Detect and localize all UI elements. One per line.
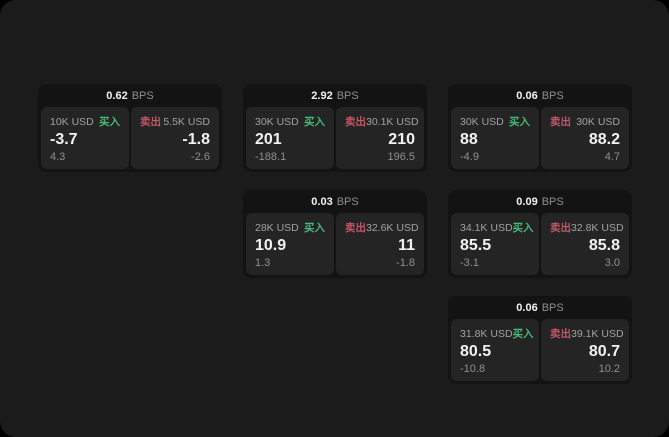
card-header: 0.06 BPS bbox=[448, 296, 632, 319]
buy-price: 80.5 bbox=[460, 343, 492, 361]
buy-panel[interactable]: 10K USD 买入 -3.7 4.3 bbox=[41, 107, 129, 169]
card-header: 0.62 BPS bbox=[38, 84, 222, 107]
sell-amount: 30.1K USD bbox=[366, 115, 419, 128]
sell-tag: 卖出 bbox=[140, 116, 161, 128]
buy-tag: 买入 bbox=[304, 116, 325, 128]
sell-delta: -2.6 bbox=[191, 151, 210, 163]
quote-card-1[interactable]: 0.62 BPS 10K USD 买入 -3.7 4.3 卖出 5.5K USD bbox=[38, 84, 222, 172]
bps-unit-label: BPS bbox=[336, 195, 359, 208]
quote-card-3[interactable]: 0.06 BPS 30K USD 买入 88 -4.9 卖出 30K USD bbox=[448, 84, 632, 172]
sell-price: 88.2 bbox=[588, 131, 620, 149]
bps-unit-label: BPS bbox=[541, 89, 564, 102]
sell-amount: 32.6K USD bbox=[366, 221, 419, 234]
sell-tag: 卖出 bbox=[550, 328, 571, 340]
buy-panel[interactable]: 34.1K USD 买入 85.5 -3.1 bbox=[451, 213, 539, 275]
buy-delta: -4.9 bbox=[460, 151, 479, 163]
buy-tag: 买入 bbox=[512, 222, 534, 234]
buy-amount: 10K USD bbox=[50, 115, 94, 128]
bps-value: 2.92 bbox=[311, 89, 333, 102]
buy-amount: 28K USD bbox=[255, 221, 299, 234]
buy-tag: 买入 bbox=[512, 328, 534, 340]
sell-delta: 3.0 bbox=[604, 257, 620, 269]
buy-price: 85.5 bbox=[460, 237, 492, 255]
buy-price: 201 bbox=[255, 131, 282, 149]
sell-amount: 5.5K USD bbox=[163, 115, 210, 128]
bps-value: 0.03 bbox=[311, 195, 333, 208]
bps-value: 0.06 bbox=[516, 89, 538, 102]
bps-value: 0.62 bbox=[106, 89, 128, 102]
bps-unit-label: BPS bbox=[541, 301, 564, 314]
buy-panel[interactable]: 28K USD 买入 10.9 1.3 bbox=[246, 213, 334, 275]
buy-panel[interactable]: 31.8K USD 买入 80.5 -10.8 bbox=[451, 319, 539, 381]
bps-unit-label: BPS bbox=[541, 195, 564, 208]
buy-panel[interactable]: 30K USD 买入 201 -188.1 bbox=[246, 107, 334, 169]
sell-panel[interactable]: 卖出 30.1K USD 210 196.5 bbox=[336, 107, 424, 169]
sell-price: 80.7 bbox=[588, 343, 620, 361]
sell-panel[interactable]: 卖出 32.8K USD 85.8 3.0 bbox=[541, 213, 629, 275]
sell-amount: 32.8K USD bbox=[571, 221, 624, 234]
buy-delta: -188.1 bbox=[255, 151, 287, 163]
sell-price: 85.8 bbox=[588, 237, 620, 255]
sell-amount: 30K USD bbox=[576, 115, 620, 128]
sell-delta: 10.2 bbox=[598, 363, 620, 375]
sell-price: 11 bbox=[398, 237, 415, 255]
buy-price: 10.9 bbox=[255, 237, 287, 255]
quote-card-2[interactable]: 2.92 BPS 30K USD 买入 201 -188.1 卖出 30.1K … bbox=[243, 84, 427, 172]
card-header: 0.09 BPS bbox=[448, 190, 632, 213]
sell-panel[interactable]: 卖出 39.1K USD 80.7 10.2 bbox=[541, 319, 629, 381]
sell-price: 210 bbox=[388, 131, 415, 149]
sell-delta: -1.8 bbox=[396, 257, 415, 269]
sell-panel[interactable]: 卖出 30K USD 88.2 4.7 bbox=[541, 107, 629, 169]
buy-delta: -10.8 bbox=[460, 363, 486, 375]
quote-card-5[interactable]: 0.09 BPS 34.1K USD 买入 85.5 -3.1 卖出 32.8K… bbox=[448, 190, 632, 278]
bps-unit-label: BPS bbox=[336, 89, 359, 102]
sell-tag: 卖出 bbox=[345, 222, 366, 234]
buy-tag: 买入 bbox=[509, 116, 530, 128]
buy-amount: 30K USD bbox=[460, 115, 504, 128]
quotes-grid: 0.62 BPS 10K USD 买入 -3.7 4.3 卖出 5.5K USD bbox=[38, 84, 632, 384]
card-header: 0.06 BPS bbox=[448, 84, 632, 107]
quote-card-6[interactable]: 0.06 BPS 31.8K USD 买入 80.5 -10.8 卖出 39.1… bbox=[448, 296, 632, 384]
buy-tag: 买入 bbox=[304, 222, 325, 234]
sell-price: -1.8 bbox=[182, 131, 210, 149]
bps-unit-label: BPS bbox=[131, 89, 154, 102]
sell-tag: 卖出 bbox=[550, 116, 571, 128]
sell-delta: 4.7 bbox=[604, 151, 620, 163]
buy-delta: -3.1 bbox=[460, 257, 479, 269]
sell-tag: 卖出 bbox=[345, 116, 366, 128]
card-header: 0.03 BPS bbox=[243, 190, 427, 213]
card-header: 2.92 BPS bbox=[243, 84, 427, 107]
bps-value: 0.09 bbox=[516, 195, 538, 208]
buy-amount: 34.1K USD bbox=[460, 221, 513, 234]
sell-delta: 196.5 bbox=[387, 151, 415, 163]
sell-panel[interactable]: 卖出 5.5K USD -1.8 -2.6 bbox=[131, 107, 219, 169]
sell-amount: 39.1K USD bbox=[571, 327, 624, 340]
buy-panel[interactable]: 30K USD 买入 88 -4.9 bbox=[451, 107, 539, 169]
buy-amount: 31.8K USD bbox=[460, 327, 513, 340]
buy-price: -3.7 bbox=[50, 131, 78, 149]
quote-card-4[interactable]: 0.03 BPS 28K USD 买入 10.9 1.3 卖出 32.6K US… bbox=[243, 190, 427, 278]
buy-amount: 30K USD bbox=[255, 115, 299, 128]
buy-price: 88 bbox=[460, 131, 478, 149]
buy-delta: 4.3 bbox=[50, 151, 66, 163]
buy-tag: 买入 bbox=[99, 116, 120, 128]
sell-panel[interactable]: 卖出 32.6K USD 11 -1.8 bbox=[336, 213, 424, 275]
buy-delta: 1.3 bbox=[255, 257, 271, 269]
sell-tag: 卖出 bbox=[550, 222, 571, 234]
bps-value: 0.06 bbox=[516, 301, 538, 314]
